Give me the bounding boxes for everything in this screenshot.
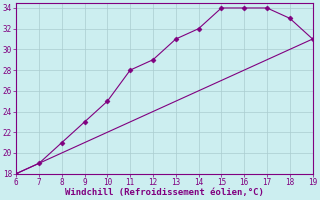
X-axis label: Windchill (Refroidissement éolien,°C): Windchill (Refroidissement éolien,°C) bbox=[65, 188, 264, 197]
